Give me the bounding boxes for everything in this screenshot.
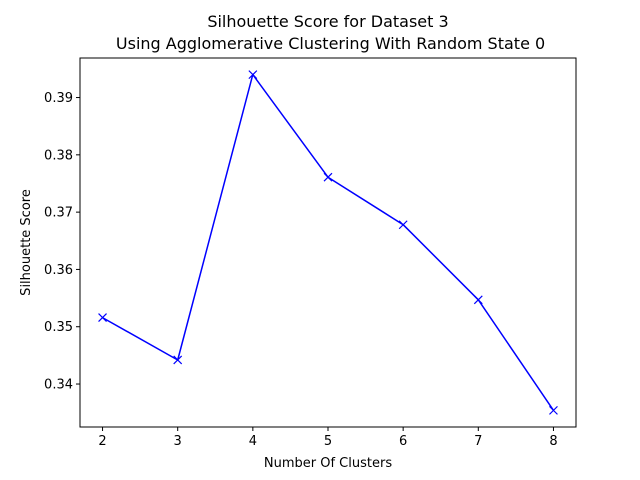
series-silhouette xyxy=(98,70,558,415)
x-tick-label: 8 xyxy=(549,434,557,449)
plot-area xyxy=(79,57,577,428)
x-tick-label: 7 xyxy=(474,434,482,449)
y-tick-label: 0.36 xyxy=(44,263,73,278)
y-tick-label: 0.38 xyxy=(44,148,73,163)
data-point-marker xyxy=(398,220,408,230)
x-tick-label: 5 xyxy=(324,434,332,449)
data-point-marker xyxy=(248,70,258,80)
x-tick-label: 2 xyxy=(98,434,106,449)
x-tick-label: 6 xyxy=(399,434,407,449)
y-axis-ticks: 0.34 0.35 0.36 0.37 0.38 0.39 xyxy=(44,91,80,393)
data-point-marker xyxy=(323,172,333,182)
y-tick-label: 0.39 xyxy=(44,91,73,106)
data-point-marker xyxy=(173,355,183,365)
data-point-marker xyxy=(98,313,107,322)
y-tick-label: 0.37 xyxy=(44,206,73,221)
x-tick-label: 4 xyxy=(249,434,257,449)
data-point-marker xyxy=(549,405,558,415)
y-tick-label: 0.34 xyxy=(44,378,73,393)
x-tick-label: 3 xyxy=(174,434,182,449)
chart-title-line1: Silhouette Score for Dataset 3 xyxy=(207,12,448,31)
data-point-marker xyxy=(473,295,483,305)
chart-title-line2: Using Agglomerative Clustering With Rand… xyxy=(111,34,545,53)
y-tick-label: 0.35 xyxy=(44,320,73,335)
x-axis-label: Number Of Clusters xyxy=(264,456,392,471)
y-axis-label: Silhouette Score xyxy=(19,189,34,296)
x-axis-ticks: 2 3 4 5 6 7 8 xyxy=(98,427,558,449)
